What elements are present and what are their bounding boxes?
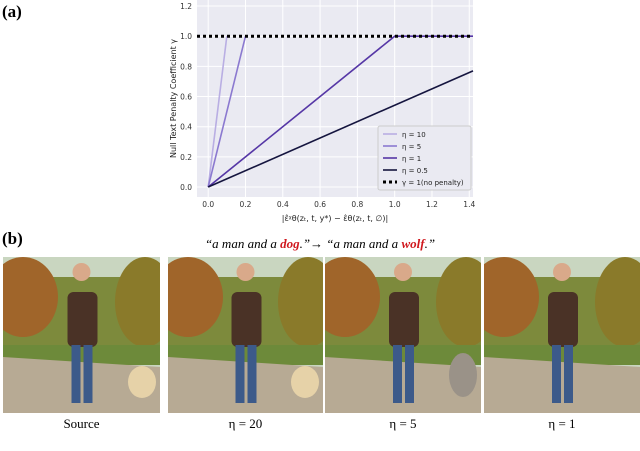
legend-label: η = 0.5 — [402, 167, 428, 175]
y-tick-label: 0.2 — [180, 153, 192, 162]
photo-scene — [153, 257, 338, 413]
y-tick-label: 0.4 — [180, 123, 192, 132]
x-axis-label: |ε̂ᵡθ(zₜ, t, y*) − ε̂θ(zₜ, t, ∅)| — [282, 213, 388, 223]
photo — [310, 257, 496, 413]
photo-label: Source — [63, 416, 100, 431]
photo-label: η = 20 — [228, 416, 263, 431]
series-line — [207, 70, 474, 188]
photo-scene — [0, 257, 175, 413]
y-tick-label: 0.8 — [180, 62, 192, 71]
y-tick-label: 0.0 — [180, 183, 192, 192]
y-tick-label: 1.0 — [180, 32, 192, 41]
y-axis-label: Null Text Penalty Coefficient γ — [169, 39, 178, 158]
caption-text: “a man and a — [204, 236, 281, 251]
x-tick-label: 0.8 — [351, 200, 363, 209]
photo — [0, 257, 175, 413]
series-line — [207, 36, 228, 188]
x-tick-label: 1.2 — [426, 200, 438, 209]
caption: “a man and a dog.”→ “a man and a wolf.” — [0, 236, 640, 252]
photo-scene — [469, 257, 640, 413]
photo — [469, 257, 640, 413]
legend-label: η = 10 — [402, 131, 426, 139]
photo-scene — [310, 257, 496, 413]
caption-text: .”→ “a man and a — [299, 236, 402, 251]
x-tick-label: 0.6 — [314, 200, 326, 209]
x-tick-label: 0.4 — [277, 200, 289, 209]
y-tick-label: 1.2 — [180, 2, 192, 11]
legend-box — [377, 125, 472, 191]
x-tick-label: 1.0 — [389, 200, 401, 209]
x-tick-label: 0.0 — [202, 200, 214, 209]
series-line — [207, 36, 247, 188]
x-tick-label: 0.2 — [240, 200, 252, 209]
x-tick-label: 1.4 — [463, 200, 475, 209]
y-tick-label: 0.6 — [180, 93, 192, 102]
photo-label: η = 1 — [548, 416, 576, 431]
caption-word: wolf — [401, 236, 425, 251]
legend-label: η = 1 — [402, 155, 421, 163]
legend-label: γ = 1(no penalty) — [402, 179, 464, 187]
legend-label: η = 5 — [402, 143, 421, 151]
caption-text: .” — [424, 236, 436, 251]
caption-word: dog — [280, 236, 300, 251]
photo — [153, 257, 338, 413]
panel-label: (b) — [2, 229, 23, 248]
panel-label: (a) — [2, 2, 22, 21]
photo-label: η = 5 — [389, 416, 417, 431]
chart: 0.0 0.2 0.4 0.6 0.8 1.0 1.2 0.0 0.2 0.4 0.6 0.8 1.0 1… — [169, 0, 475, 223]
series-line — [207, 35, 473, 188]
